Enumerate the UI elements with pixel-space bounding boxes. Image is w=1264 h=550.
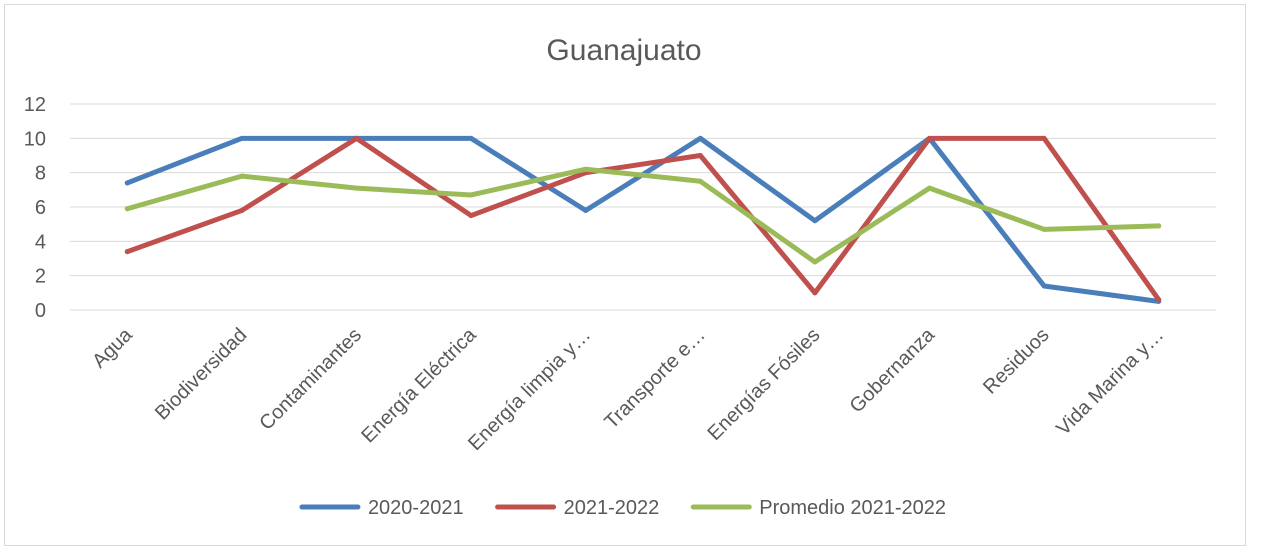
data-point — [239, 173, 245, 179]
data-point — [354, 135, 359, 141]
data-point — [697, 135, 703, 141]
data-point — [239, 135, 245, 141]
data-point — [927, 135, 932, 141]
legend-label: 2021-2022 — [564, 497, 660, 519]
legend: 2020-2021 2021-2022 Promedio 2021-2022 — [299, 497, 946, 519]
series-line-2 — [124, 135, 1162, 303]
data-point — [697, 153, 703, 158]
data-point — [354, 185, 359, 191]
legend-item: 2021-2022 — [495, 497, 660, 519]
x-tick-label: Energías Fósiles — [704, 324, 825, 445]
data-point — [812, 218, 818, 224]
data-point — [124, 206, 130, 212]
x-tick-label: Energía limpia y… — [464, 324, 595, 455]
legend-label: 2020-2021 — [368, 497, 464, 519]
data-point — [1156, 297, 1162, 303]
legend-item: Promedio 2021-2022 — [690, 497, 946, 519]
data-point — [124, 249, 130, 255]
data-point — [124, 180, 130, 186]
data-point — [468, 192, 474, 198]
legend-item: 2020-2021 — [299, 497, 464, 519]
series-lines — [124, 135, 1162, 304]
data-point — [812, 259, 818, 265]
x-tick-label: Gobernanza — [846, 323, 940, 417]
y-tick-label: 10 — [24, 128, 46, 150]
series-line-3 — [124, 166, 1162, 265]
x-tick-label: Biodiversidad — [151, 324, 251, 424]
y-tick-label: 8 — [35, 163, 46, 185]
x-tick-label: Contaminantes — [255, 324, 366, 435]
chart-area — [4, 4, 1246, 546]
x-tick-label: Agua — [88, 323, 137, 372]
data-point — [239, 207, 245, 213]
x-tick-label: Transporte e… — [600, 324, 709, 433]
data-point — [697, 178, 703, 184]
data-point — [927, 185, 932, 191]
data-point — [583, 166, 589, 172]
data-point — [812, 290, 818, 296]
x-tick-label: Residuos — [979, 324, 1054, 399]
legend-label: Promedio 2021-2022 — [759, 497, 946, 519]
x-tick-label: Vida Marina y… — [1052, 324, 1168, 440]
gridlines — [70, 103, 1216, 311]
y-tick-label: 4 — [35, 231, 46, 253]
data-point — [1041, 283, 1047, 289]
y-tick-label: 0 — [35, 300, 46, 322]
data-point — [1041, 226, 1047, 232]
data-point — [1156, 223, 1162, 229]
data-point — [1041, 135, 1047, 141]
data-point — [468, 213, 474, 219]
x-tick-label: Energía Eléctrica — [357, 323, 481, 447]
y-tick-label: 12 — [24, 94, 46, 116]
chart-title: Guanajuato — [546, 34, 701, 67]
y-tick-label: 6 — [35, 197, 46, 219]
data-point — [468, 135, 474, 141]
y-tick-label: 2 — [35, 266, 46, 288]
data-point — [583, 207, 589, 213]
y-axis-ticks: 0 2 4 6 8 10 12 — [24, 94, 46, 322]
